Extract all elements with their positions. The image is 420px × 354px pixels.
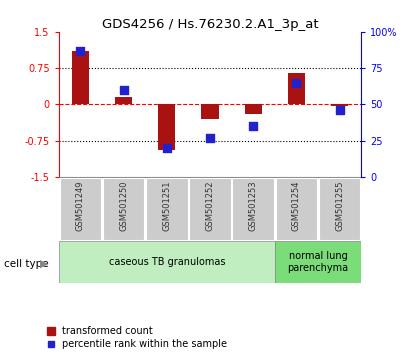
Bar bbox=[72, 51, 89, 104]
Point bbox=[163, 145, 170, 151]
Point bbox=[207, 135, 213, 141]
Bar bbox=[319, 178, 360, 240]
Bar bbox=[158, 104, 176, 150]
Bar bbox=[146, 178, 188, 240]
Bar bbox=[288, 73, 305, 104]
Bar bbox=[275, 241, 361, 283]
Title: GDS4256 / Hs.76230.2.A1_3p_at: GDS4256 / Hs.76230.2.A1_3p_at bbox=[102, 18, 318, 31]
Bar bbox=[232, 178, 274, 240]
Bar bbox=[60, 178, 101, 240]
Bar bbox=[115, 97, 132, 104]
Text: GSM501250: GSM501250 bbox=[119, 180, 128, 231]
Bar bbox=[201, 104, 219, 119]
Bar bbox=[189, 178, 231, 240]
Text: cell type: cell type bbox=[4, 259, 49, 269]
Text: GSM501253: GSM501253 bbox=[249, 180, 258, 231]
Text: GSM501254: GSM501254 bbox=[292, 180, 301, 231]
Bar bbox=[276, 178, 317, 240]
Point bbox=[336, 107, 343, 113]
Point bbox=[120, 87, 127, 93]
Legend: transformed count, percentile rank within the sample: transformed count, percentile rank withi… bbox=[47, 326, 227, 349]
Bar bbox=[103, 178, 144, 240]
Point bbox=[77, 48, 84, 53]
Text: GSM501255: GSM501255 bbox=[335, 180, 344, 231]
Text: GSM501252: GSM501252 bbox=[205, 180, 215, 231]
Text: normal lung
parenchyma: normal lung parenchyma bbox=[287, 251, 349, 273]
Text: GSM501251: GSM501251 bbox=[162, 180, 171, 231]
Bar bbox=[331, 104, 348, 106]
Text: caseous TB granulomas: caseous TB granulomas bbox=[108, 257, 225, 267]
Bar bbox=[244, 104, 262, 114]
Text: ▶: ▶ bbox=[40, 259, 48, 269]
Point bbox=[250, 124, 257, 129]
Bar bbox=[59, 241, 275, 283]
Text: GSM501249: GSM501249 bbox=[76, 180, 85, 231]
Point bbox=[293, 80, 300, 85]
